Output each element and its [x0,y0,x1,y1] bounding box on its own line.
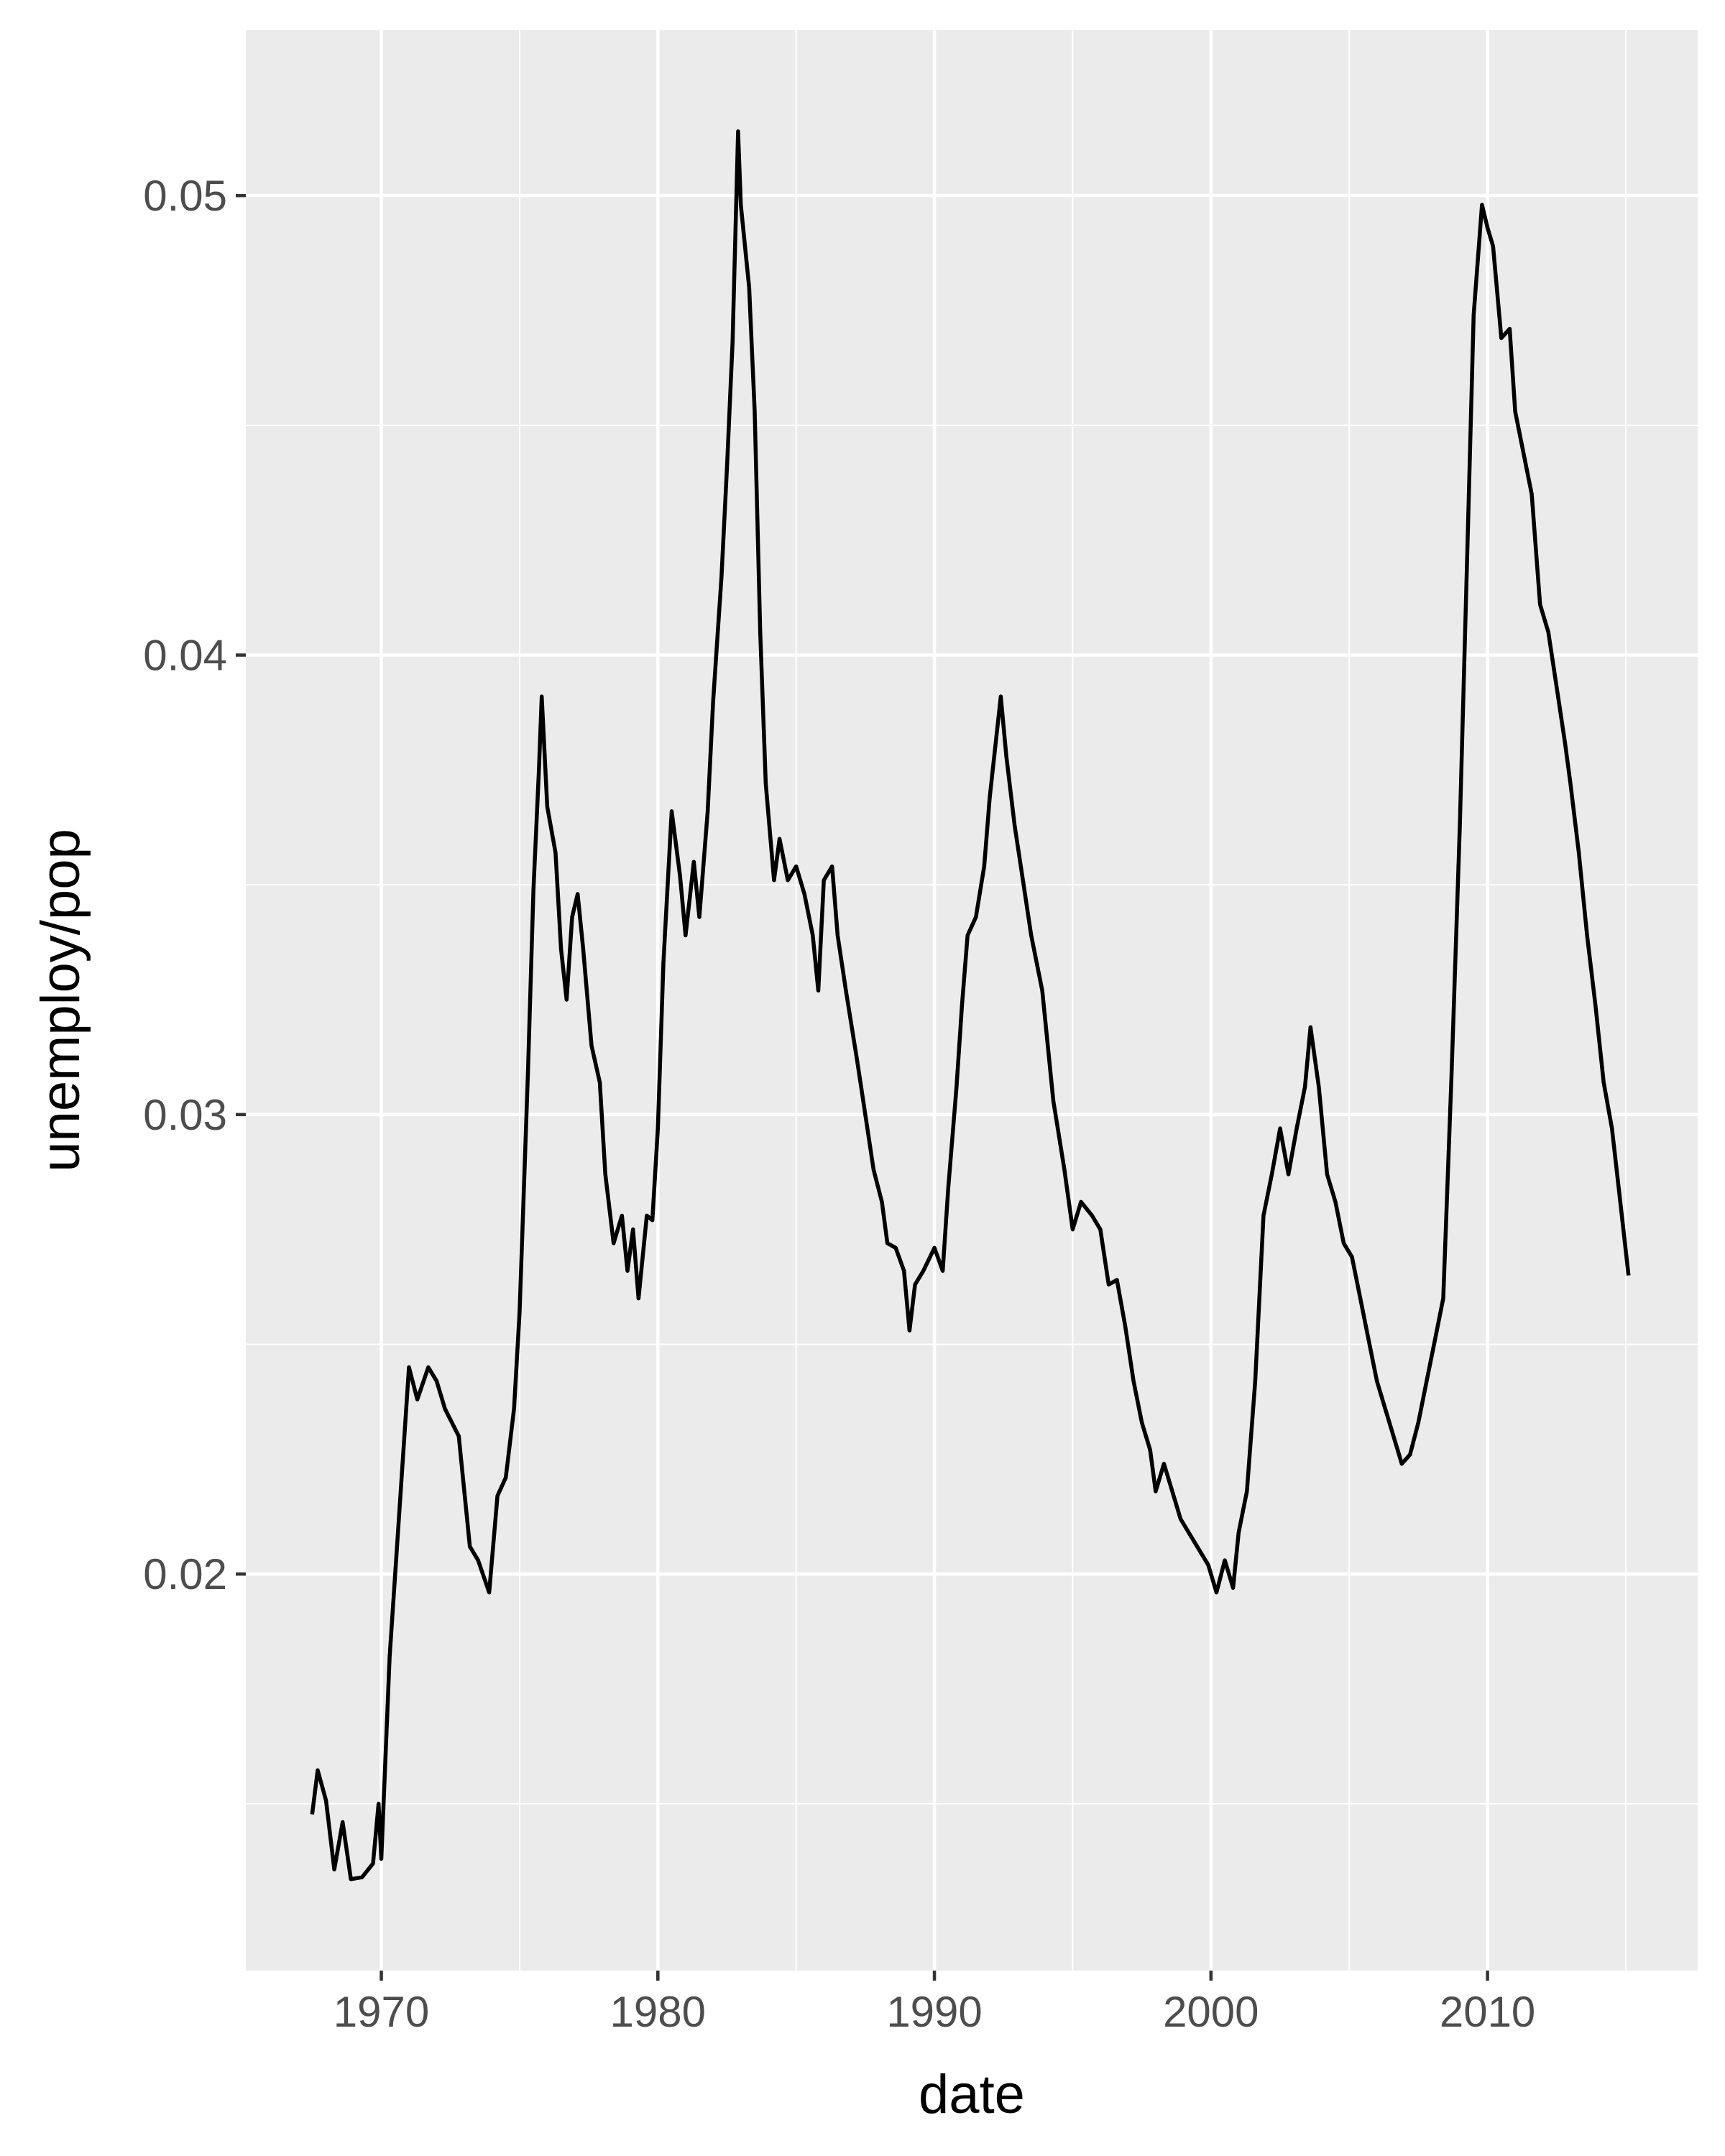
y-axis-title: unemploy/pop [30,829,91,1171]
y-tick-label: 0.03 [143,1091,227,1139]
grid [246,30,1698,1971]
x-tick-label: 1980 [610,1988,706,2036]
x-tick-label: 2010 [1440,1988,1535,2036]
y-tick-label: 0.02 [143,1550,227,1598]
x-tick-label: 2000 [1163,1988,1259,2036]
x-axis-title: date [919,2064,1025,2125]
line [310,129,1631,1881]
axes: 0.02 0.03 0.04 0.05 1970 1980 1990 2000 2010 [143,172,1535,2036]
marks [310,129,1631,1881]
y-tick-label: 0.04 [143,632,227,680]
x-tick-label: 1970 [334,1988,429,2036]
y-tick-label: 0.05 [143,172,227,220]
x-tick-label: 1990 [886,1988,982,2036]
panel [246,30,1698,1971]
